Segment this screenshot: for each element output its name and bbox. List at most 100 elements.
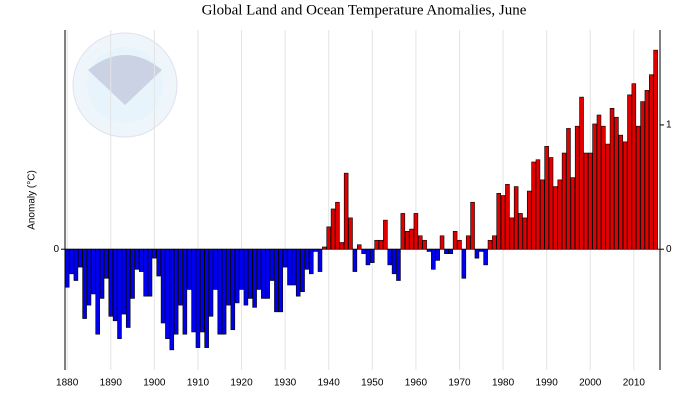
bar xyxy=(605,143,610,250)
bar xyxy=(574,125,580,250)
bar xyxy=(313,248,318,252)
bar xyxy=(335,201,340,250)
x-tick-label: 1960 xyxy=(405,378,428,389)
x-tick-label: 2000 xyxy=(579,378,602,389)
x-tick-label: 1970 xyxy=(448,378,471,389)
bar xyxy=(317,248,323,272)
bar xyxy=(134,248,140,270)
bar xyxy=(226,248,231,306)
bar xyxy=(400,213,406,250)
bar xyxy=(295,248,301,297)
bar xyxy=(622,141,628,250)
bar xyxy=(422,239,427,250)
bar xyxy=(509,217,515,250)
bar xyxy=(596,114,602,250)
bar xyxy=(213,248,218,290)
y-tick-label: 0 xyxy=(53,244,59,255)
bar xyxy=(365,248,371,266)
bar xyxy=(396,248,401,281)
bar xyxy=(217,248,223,335)
bar xyxy=(95,248,100,335)
bar xyxy=(492,235,497,250)
x-tick-label: 1890 xyxy=(100,378,123,389)
x-tick-label: 1940 xyxy=(318,378,341,389)
bar xyxy=(139,248,144,272)
y2-tick-label: 0 xyxy=(666,244,672,255)
bar xyxy=(82,248,87,319)
x-tick-label: 1880 xyxy=(56,378,79,389)
bar xyxy=(387,248,393,266)
bar xyxy=(557,179,563,250)
bar xyxy=(165,248,170,339)
bar xyxy=(77,248,83,268)
bar xyxy=(426,248,432,252)
bar xyxy=(125,248,131,328)
bar xyxy=(282,248,288,268)
bar xyxy=(531,161,536,250)
bar xyxy=(261,248,266,299)
bar xyxy=(404,231,410,250)
bar xyxy=(579,96,584,250)
bar xyxy=(614,116,619,250)
bar xyxy=(609,107,615,250)
bar xyxy=(479,248,484,252)
bar xyxy=(252,248,257,308)
bar xyxy=(487,239,493,250)
bar xyxy=(86,248,92,306)
bar xyxy=(152,248,157,259)
bar xyxy=(444,248,449,254)
x-tick-label: 1920 xyxy=(230,378,253,389)
bar xyxy=(635,125,641,250)
bar xyxy=(326,226,331,250)
bar xyxy=(461,248,467,279)
bar xyxy=(230,248,236,331)
bar xyxy=(274,248,279,313)
bar xyxy=(439,235,445,250)
bar xyxy=(383,219,388,250)
bar xyxy=(178,248,183,306)
bar xyxy=(352,248,358,272)
bar xyxy=(117,248,122,339)
bar xyxy=(182,248,188,335)
bar xyxy=(69,248,74,275)
bar xyxy=(618,134,624,250)
bar xyxy=(200,248,205,333)
bar xyxy=(243,248,249,306)
bar xyxy=(553,186,558,250)
bar xyxy=(391,248,397,275)
bar xyxy=(356,244,362,250)
x-tick-label: 1910 xyxy=(187,378,210,389)
bar xyxy=(627,94,632,250)
bar xyxy=(417,235,423,250)
grid xyxy=(65,30,660,370)
bar xyxy=(156,248,161,277)
bar xyxy=(108,248,114,317)
bar xyxy=(535,159,541,250)
x-tick-label: 1950 xyxy=(361,378,384,389)
bar xyxy=(195,248,201,348)
bar xyxy=(583,152,589,250)
bar xyxy=(73,248,79,281)
bar xyxy=(239,248,244,290)
bar xyxy=(431,248,436,270)
bar xyxy=(234,248,240,304)
x-tick-label: 1980 xyxy=(492,378,515,389)
noaa-logo xyxy=(72,32,178,138)
bar xyxy=(378,239,384,250)
bar xyxy=(330,208,336,250)
bar xyxy=(173,248,179,335)
bar xyxy=(309,248,314,275)
bar xyxy=(265,248,270,299)
bar xyxy=(640,101,645,250)
y-axis-label: Anomaly (°C) xyxy=(27,170,38,230)
bar xyxy=(208,248,214,317)
bar xyxy=(435,248,440,261)
bar xyxy=(566,128,571,250)
bar xyxy=(413,213,419,250)
bar xyxy=(544,146,549,250)
bar xyxy=(644,90,650,250)
bar xyxy=(247,248,253,299)
bar xyxy=(540,179,545,250)
bar xyxy=(300,248,305,293)
bar xyxy=(348,217,353,250)
